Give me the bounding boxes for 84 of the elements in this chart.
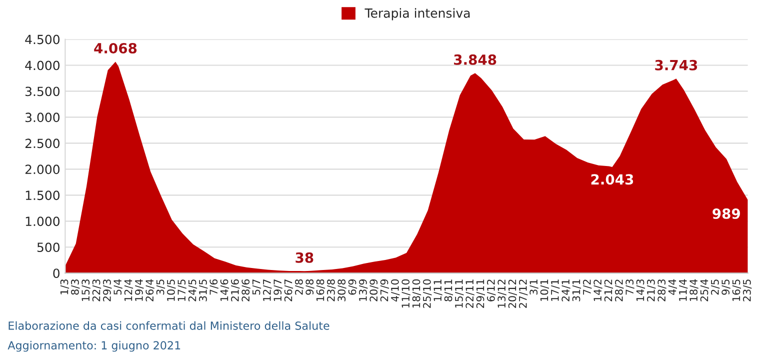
x-tick-label: 27/12 <box>518 280 528 308</box>
y-tick-label: 1.500 <box>26 190 60 200</box>
x-tick-label: 4/4 <box>668 279 678 295</box>
x-tick-label: 20/12 <box>508 280 518 308</box>
x-tick-label: 21/3 <box>646 279 656 302</box>
x-tick-label: 21/2 <box>604 280 614 302</box>
x-tick-label: 14/3 <box>636 279 646 301</box>
x-tick-label: 12/7 <box>262 280 272 301</box>
x-tick-label: 15/3 <box>82 279 90 301</box>
y-tick-label: 1.000 <box>26 216 60 226</box>
x-tick-label: 13/12 <box>498 280 506 308</box>
x-tick-label: 9/5 <box>722 280 730 295</box>
x-tick-label: 14/2 <box>594 280 602 301</box>
x-tick-label: 23/5 <box>742 280 752 302</box>
x-tick-label: 12/4 <box>124 279 134 301</box>
x-tick-label: 16/5 <box>732 280 741 301</box>
x-tick-label: 25/10 <box>422 279 432 308</box>
x-tick-label: 18/10 <box>412 279 422 308</box>
x-tick-label: 15/11 <box>455 280 464 308</box>
x-tick-label: 16/8 <box>316 279 326 301</box>
x-tick-label: 29/3 <box>103 279 112 302</box>
x-tick-label: 6/12 <box>486 280 496 302</box>
text: Elaborazione da casi confermati dal Ministero della Salute <box>8 321 330 330</box>
x-tick-label: 26/4 <box>146 279 154 302</box>
x-tick-label: 3/1 <box>530 280 538 295</box>
y-tick-label: 2.500 <box>25 138 60 148</box>
annotation: 3.848 <box>454 54 496 65</box>
x-tick-label: 11/4 <box>679 279 688 301</box>
y-tick-label: 3.500 <box>26 86 60 96</box>
x-tick-label: 4/10 <box>390 279 400 302</box>
x-tick-label: 1/3 <box>60 279 70 294</box>
x-tick-label: 3/5 <box>156 280 166 295</box>
x-tick-label: 10/1 <box>540 280 550 301</box>
x-tick-label: 7/6 <box>210 279 218 295</box>
y-tick-label: 2.000 <box>25 164 60 174</box>
y-tick-label: 0 <box>53 268 60 278</box>
annotation: 4.068 <box>94 42 137 54</box>
x-tick-label: 22/3 <box>92 279 102 302</box>
x-tick-label: 11/10 <box>402 279 410 308</box>
y-tick-label: 500 <box>37 242 60 252</box>
x-tick-label: 23/8 <box>326 279 336 302</box>
x-tick-label: 20/9 <box>370 279 378 302</box>
x-tick-label: 29/11 <box>476 280 486 308</box>
x-tick-label: 21/6 <box>230 279 240 302</box>
x-tick-label: 31/5 <box>198 280 208 302</box>
x-tick-label: 2/5 <box>710 280 720 295</box>
text: Aggiornamento: 1 giugno 2021 <box>8 340 180 352</box>
x-tick-label: 28/3 <box>658 279 666 302</box>
annotation: 2.043 <box>591 174 634 185</box>
x-tick-label: 18/4 <box>690 279 698 301</box>
x-tick-label: 17/5 <box>178 280 186 301</box>
y-tick-label: 4.500 <box>25 34 60 44</box>
x-tick-label: 28/6 <box>242 279 250 302</box>
x-tick-label: 31/1 <box>572 280 582 302</box>
x-tick-label: 13/9 <box>358 279 368 301</box>
x-tick-label: 5/7 <box>252 280 262 295</box>
x-tick-label: 14/6 <box>220 279 230 301</box>
x-tick-label: 8/11 <box>444 280 454 302</box>
x-tick-label: 1/11 <box>434 280 442 301</box>
x-tick-label: 2/8 <box>294 279 304 295</box>
x-tick-label: 24/1 <box>562 280 570 302</box>
x-tick-label: 22/11 <box>466 280 474 308</box>
annotation: 38 <box>296 252 314 263</box>
x-tick-label: 25/4 <box>700 279 709 302</box>
x-tick-label: 17/1 <box>551 280 560 301</box>
x-tick-label: 28/2 <box>614 280 624 302</box>
x-tick-label: 6/9 <box>348 279 358 295</box>
x-tick-label: 27/9 <box>380 279 390 302</box>
x-tick-label: 19/4 <box>135 279 144 301</box>
y-tick-label: 3.000 <box>26 112 60 122</box>
annotation: 3.743 <box>655 60 698 70</box>
x-tick-label: 7/3 <box>626 279 634 295</box>
annotation: 989 <box>712 208 740 219</box>
y-tick-label: 4.000 <box>25 60 60 70</box>
x-tick-label: 8/3 <box>71 279 80 295</box>
x-tick-label: 9/8 <box>306 279 314 295</box>
x-tick-label: 10/5 <box>167 280 176 301</box>
x-tick-label: 30/8 <box>338 279 346 302</box>
x-tick-label: 19/7 <box>274 280 282 301</box>
x-tick-label: 24/5 <box>188 280 198 302</box>
x-tick-label: 5/4 <box>114 279 122 295</box>
x-tick-label: 26/7 <box>284 280 294 302</box>
legend-label: Terapia intensiva <box>364 8 470 20</box>
x-tick-label: 7/2 <box>582 280 592 295</box>
